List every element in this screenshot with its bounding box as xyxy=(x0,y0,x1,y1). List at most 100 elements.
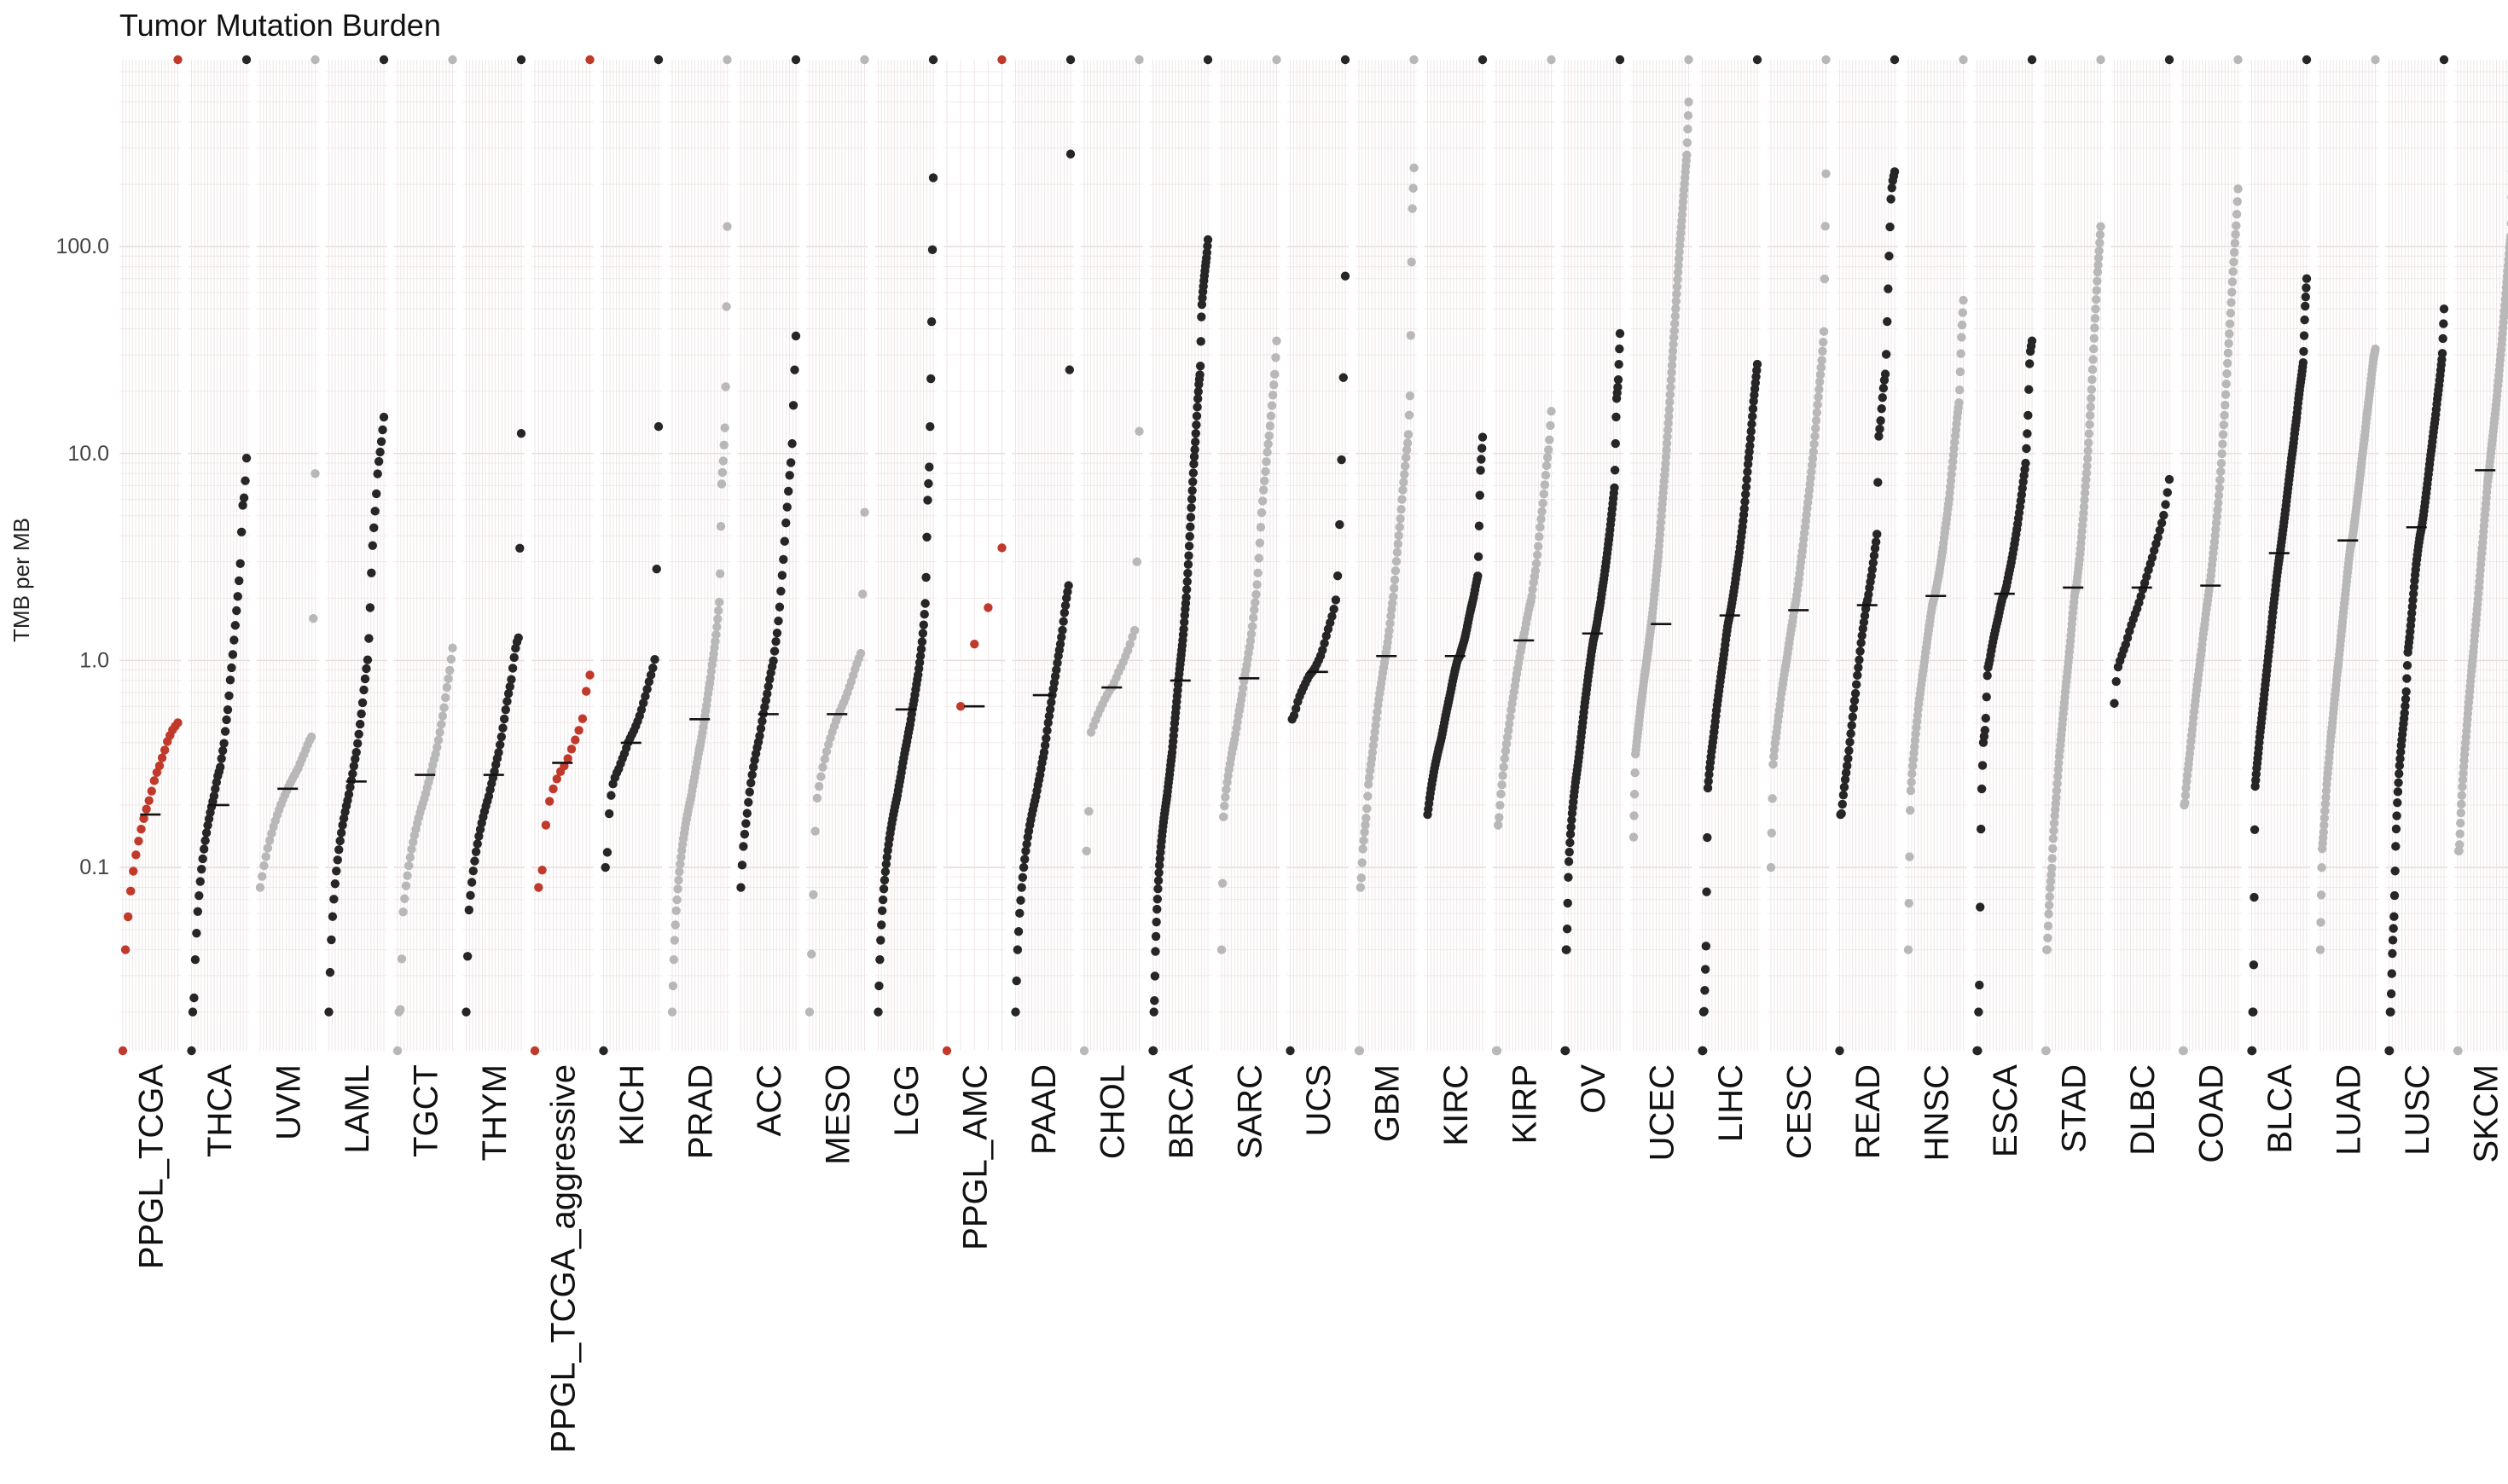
sample-point xyxy=(129,867,138,876)
sample-point xyxy=(916,644,926,654)
sample-point xyxy=(582,687,591,696)
sample-point xyxy=(2456,808,2465,818)
sample-point xyxy=(1125,640,1135,649)
facet-THCA xyxy=(187,55,252,1056)
sample-point xyxy=(1267,401,1277,410)
x-tick-label: LGG xyxy=(888,1064,926,1136)
sample-point xyxy=(1186,513,1196,522)
sample-point xyxy=(1955,367,1965,377)
sample-point xyxy=(1060,600,1071,611)
sample-point xyxy=(2215,484,2224,493)
sample-point xyxy=(1611,412,1621,422)
sample-point xyxy=(668,981,678,991)
sample-point xyxy=(1372,714,1381,723)
sample-point xyxy=(1238,683,1248,693)
sample-point xyxy=(2043,921,2053,930)
sample-point xyxy=(1079,1046,1089,1056)
sample-point xyxy=(1610,466,1620,475)
sample-point xyxy=(1948,450,1959,460)
sample-point xyxy=(648,664,658,673)
sample-point xyxy=(1982,692,1991,702)
sample-point xyxy=(1684,97,1693,107)
sample-point xyxy=(505,681,514,692)
sample-point xyxy=(2389,924,2398,933)
sample-point xyxy=(444,665,455,675)
sample-point xyxy=(2093,253,2104,263)
sample-point xyxy=(238,501,247,510)
sample-point xyxy=(1045,704,1055,714)
sample-point xyxy=(1528,585,1537,594)
sample-point xyxy=(363,655,373,664)
facet-STAD xyxy=(2041,55,2105,1056)
sample-point xyxy=(374,456,384,467)
sample-point xyxy=(926,316,937,327)
sample-point xyxy=(1192,420,1201,430)
sample-point xyxy=(1880,369,1890,379)
sample-point xyxy=(1057,632,1066,642)
sample-point xyxy=(2027,336,2037,345)
sample-point xyxy=(496,732,507,742)
sample-point xyxy=(1667,361,1677,370)
sample-point xyxy=(516,429,526,438)
sample-point xyxy=(804,1007,815,1017)
sample-point xyxy=(2302,283,2311,293)
x-axis-labels: PPGL_TCGA THCA UVM LAML TGCT THYM PPGL_TCGA_ag… xyxy=(132,1064,2505,1453)
facet-BLCA xyxy=(2247,55,2312,1056)
sample-point xyxy=(1746,426,1756,436)
sample-point xyxy=(364,634,374,643)
sample-point xyxy=(2371,344,2380,354)
sample-point xyxy=(541,820,551,830)
sample-point xyxy=(1017,883,1026,892)
sample-point xyxy=(1907,777,1916,787)
sample-point xyxy=(509,652,519,663)
sample-point xyxy=(1814,377,1825,386)
facet-ACC xyxy=(736,55,801,1051)
sample-point xyxy=(2048,843,2058,854)
sample-point xyxy=(345,782,355,792)
sample-point xyxy=(2093,267,2103,277)
sample-point xyxy=(674,875,683,885)
sample-point xyxy=(1368,740,1379,751)
sample-point xyxy=(223,704,233,715)
sample-point xyxy=(1154,868,1164,878)
sample-point xyxy=(2232,197,2242,206)
y-tick-label: 100.0 xyxy=(55,235,109,258)
sample-point xyxy=(1884,284,1893,293)
sample-point xyxy=(641,692,650,701)
sample-point xyxy=(433,743,442,752)
sample-point xyxy=(1195,370,1205,380)
sample-point xyxy=(2301,301,2310,311)
overflow-point xyxy=(2439,55,2449,65)
sample-point xyxy=(446,654,456,664)
sample-point xyxy=(777,571,787,580)
sample-point xyxy=(1386,612,1396,621)
sample-point xyxy=(309,614,318,623)
sample-point xyxy=(713,614,723,624)
sample-point xyxy=(1289,710,1299,721)
sample-point xyxy=(787,438,797,449)
sample-point xyxy=(2233,184,2243,194)
sample-point xyxy=(1812,408,1822,417)
facet-PAAD xyxy=(1011,55,1076,1051)
sample-point xyxy=(723,222,732,231)
sample-point xyxy=(1855,646,1865,656)
sample-point xyxy=(2395,761,2405,770)
sample-point xyxy=(812,793,822,803)
sample-point xyxy=(376,437,386,446)
sample-point xyxy=(1132,557,1142,566)
sample-point xyxy=(1291,704,1301,714)
sample-point xyxy=(1189,452,1199,461)
sample-point xyxy=(1247,622,1257,631)
facet-background xyxy=(119,60,182,1051)
sample-point xyxy=(1819,327,1829,336)
facet-background xyxy=(737,60,799,1051)
sample-point xyxy=(1084,807,1094,816)
sample-point xyxy=(1703,783,1713,793)
sample-point xyxy=(1367,748,1378,757)
sample-point xyxy=(1505,719,1514,728)
sample-point xyxy=(344,790,354,799)
sample-point xyxy=(444,674,453,684)
sample-point xyxy=(1261,467,1270,477)
sample-point xyxy=(1217,878,1228,888)
sample-point xyxy=(1216,945,1227,954)
